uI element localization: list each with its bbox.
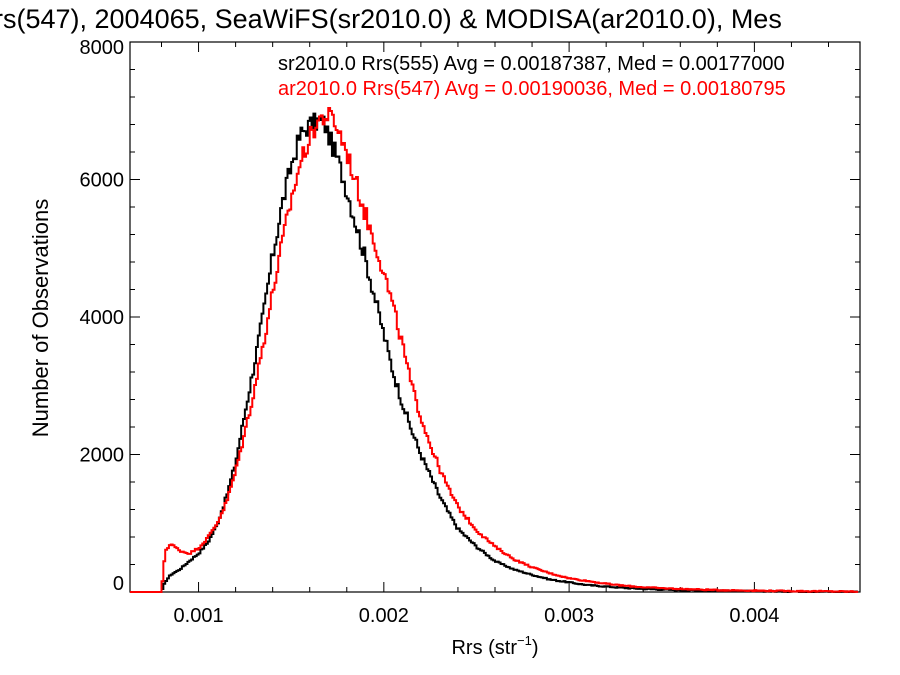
y-tick-label: 6000 — [80, 170, 125, 192]
x-axis-label-superscript: −1 — [517, 633, 532, 648]
x-axis-label-text: Rrs (str — [451, 637, 517, 659]
x-axis-label-suffix: ) — [532, 637, 539, 659]
y-tick-label: 8000 — [80, 37, 125, 59]
y-tick-label: 0 — [113, 573, 124, 595]
y-axis-label: Number of Observations — [28, 199, 53, 437]
x-tick-label: 0.003 — [544, 605, 594, 627]
chart-title: rs(547), 2004065, SeaWiFS(sr2010.0) & MO… — [0, 4, 782, 34]
x-tick-label: 0.004 — [729, 605, 779, 627]
y-tick-label: 2000 — [80, 445, 125, 467]
y-tick-label: 4000 — [80, 307, 125, 329]
x-axis-label: Rrs (str−1) — [451, 633, 538, 659]
series-lines — [130, 107, 859, 593]
series-line-2 — [130, 107, 859, 593]
legend: sr2010.0 Rrs(555) Avg = 0.00187387, Med … — [278, 53, 786, 100]
legend-entry-1: sr2010.0 Rrs(555) Avg = 0.00187387, Med … — [278, 53, 785, 75]
x-tick-label: 0.001 — [174, 605, 224, 627]
legend-entry-2: ar2010.0 Rrs(547) Avg = 0.00190036, Med … — [278, 78, 786, 100]
x-tick-label: 0.002 — [359, 605, 409, 627]
